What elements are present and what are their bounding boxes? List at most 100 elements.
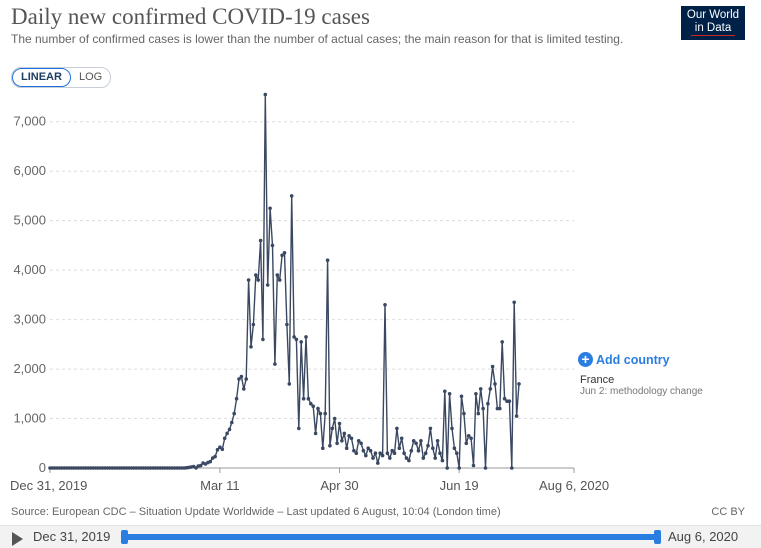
series-label: France [580,374,615,386]
timeline-end-handle[interactable] [654,530,661,544]
data-point [263,92,268,97]
data-point [256,278,261,282]
data-point [198,463,203,468]
data-point [486,401,490,406]
y-tick-label: 1,000 [13,411,46,426]
data-point [254,273,258,277]
data-point [383,303,387,307]
x-tick-label: Aug 6, 2020 [539,478,609,493]
x-tick-label: Jun 19 [440,478,479,493]
data-point [502,396,507,401]
source-note[interactable]: Source: European CDC – Situation Update … [11,506,501,518]
data-point [280,253,284,258]
data-point [416,448,421,453]
data-point [368,448,373,453]
data-point [344,446,349,451]
line-chart: 0 1,000 2,000 3,000 4,000 5,000 6,000 7,000 Dec… [10,92,609,493]
linear-scale-button[interactable]: LINEAR [12,68,71,87]
x-axis: Dec 31, 2019 Mar 11 Apr 30 Jun 19 Aug 6, 202… [10,468,609,493]
data-point [510,466,514,470]
data-point [328,443,332,448]
data-point [318,411,323,416]
data-point [376,461,380,465]
data-point [435,439,440,443]
data-point [332,416,337,421]
data-point [478,387,483,391]
data-point [459,394,464,399]
data-point [325,258,330,263]
y-tick-label: 3,000 [13,312,46,327]
data-point [249,345,253,349]
data-point [433,456,438,460]
data-point [359,441,363,446]
data-point [294,337,299,342]
owid-logo[interactable]: Our World in Data [681,6,745,40]
data-point [397,446,402,451]
data-point [335,441,339,446]
data-point [373,451,378,456]
data-point [237,377,241,381]
data-point [258,238,263,243]
data-point [438,451,442,456]
data-point [421,456,426,460]
data-point [323,411,328,416]
data-point [282,251,287,255]
data-point [232,411,236,416]
data-point [215,447,220,452]
plus-icon: + [578,352,593,367]
data-point [287,382,292,386]
data-point [371,456,375,460]
data-point [304,335,308,339]
data-point [309,401,313,406]
data-point [208,459,213,464]
data-point [392,451,397,456]
data-point [380,453,385,458]
log-scale-button[interactable]: LOG [78,71,103,83]
y-axis: 0 1,000 2,000 3,000 4,000 5,000 6,000 7,000 [13,114,46,475]
data-point [488,387,493,391]
data-point [431,446,435,451]
data-point [277,278,282,282]
data-point [342,431,347,436]
data-point [289,194,294,198]
data-point [285,322,289,327]
data-point [404,456,409,460]
data-point [483,466,488,470]
data-point [354,451,359,456]
timeline-start-handle[interactable] [121,530,128,544]
data-point [443,389,447,394]
data-point [419,439,423,443]
data-point [242,387,246,391]
data-point [474,392,478,396]
y-tick-label: 7,000 [13,114,46,129]
series-line-france [50,94,520,469]
timeline-range-track[interactable] [124,534,657,540]
data-point [244,377,248,381]
data-point [239,374,244,379]
license-link[interactable]: CC BY [711,506,745,518]
play-icon[interactable] [12,532,23,546]
data-point [218,445,222,450]
data-point [220,447,225,452]
data-point [469,436,473,441]
x-tick-label: Mar 11 [200,478,240,493]
add-country-label: Add country [596,352,670,367]
data-point [361,448,366,453]
data-point [352,448,356,453]
data-point [462,411,466,416]
chart-title: Daily new confirmed COVID-19 cases [11,4,370,29]
data-point [316,406,320,411]
data-point [337,421,342,426]
data-point [471,463,476,468]
data-point [498,406,502,411]
data-point [292,335,296,339]
data-point [225,431,229,436]
data-point [493,382,497,386]
data-point [450,426,454,431]
y-tick-label: 0 [39,460,46,475]
data-point [227,427,232,432]
data-point [407,458,411,463]
data-point [246,278,251,282]
data-point [390,448,395,453]
add-country-button[interactable]: + Add country [578,352,670,367]
